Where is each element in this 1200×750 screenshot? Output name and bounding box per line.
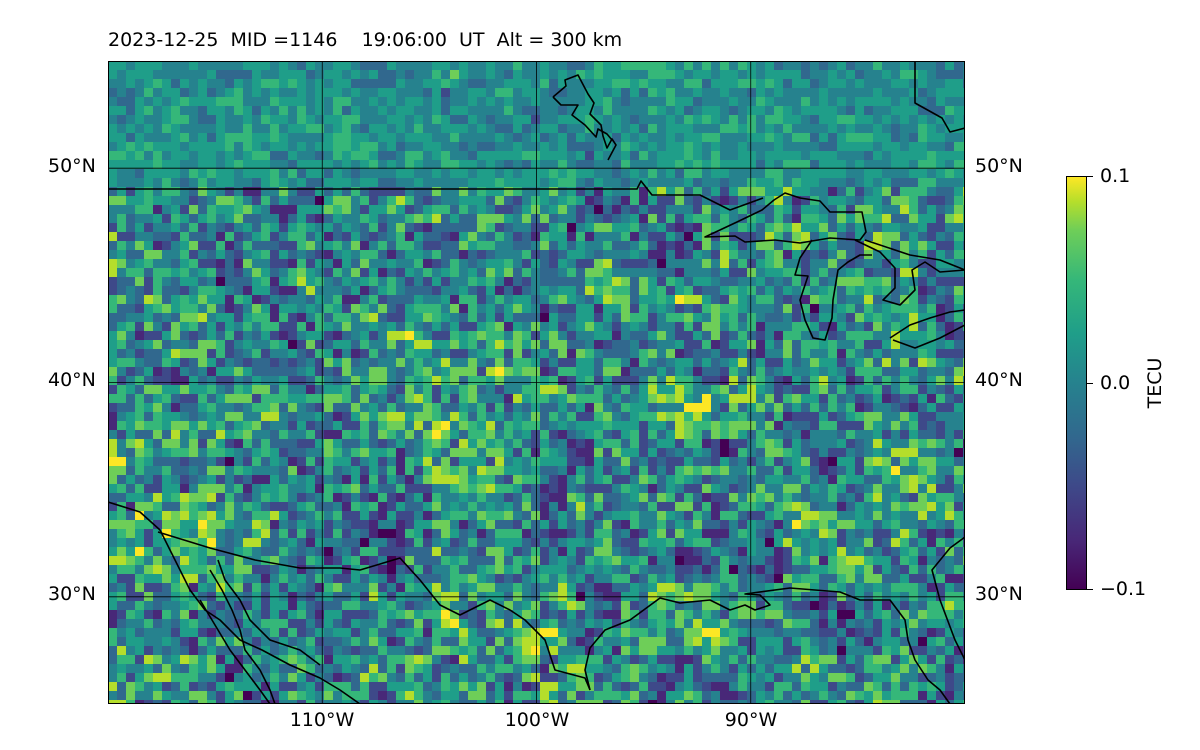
baja-east-coast <box>209 569 276 704</box>
lake-michigan <box>794 239 872 341</box>
coastlines-borders <box>108 61 965 704</box>
lat-label-40-right: 40°N <box>975 369 1023 391</box>
tec-pixel-grid <box>108 61 965 704</box>
lake-erie <box>889 309 965 339</box>
lake-huron <box>854 239 965 306</box>
us-mexico-border <box>157 531 591 691</box>
hudson-bay-coast-inner <box>552 96 613 141</box>
lon-label-110w: 110°W <box>289 709 355 731</box>
baja-west-coast <box>199 599 271 704</box>
colorbar-label-max: 0.1 <box>1100 165 1131 187</box>
colorbar-tick-max <box>1087 176 1093 177</box>
lat-label-50-right: 50°N <box>975 155 1023 177</box>
pacific-coast <box>108 501 361 704</box>
gulf-coast <box>584 587 951 704</box>
colorbar-label-zero: 0.0 <box>1100 372 1131 394</box>
lake-superior <box>704 192 867 244</box>
lon-label-90w: 90°W <box>724 709 778 731</box>
gulf-of-california <box>217 559 321 666</box>
colorbar-gradient <box>1067 177 1086 589</box>
florida-coast <box>931 536 965 661</box>
great-lakes-outlet <box>864 239 965 271</box>
us-canada-border <box>108 180 764 211</box>
map-title: 2023-12-25 MID =1146 19:06:00 UT Alt = 3… <box>108 29 623 51</box>
lat-label-30-right: 30°N <box>975 583 1023 605</box>
lon-label-100w: 100°W <box>504 709 570 731</box>
colorbar-tick-min <box>1087 589 1093 590</box>
lake-erie-south <box>892 324 965 349</box>
colorbar <box>1066 176 1087 590</box>
lat-label-40-left: 40°N <box>48 369 96 391</box>
lat-label-50-left: 50°N <box>48 155 96 177</box>
graticule <box>108 61 965 704</box>
colorbar-tick-zero <box>1087 383 1093 384</box>
colorbar-label-min: −0.1 <box>1100 578 1147 600</box>
lat-label-30-left: 30°N <box>48 583 96 605</box>
quebec-coast <box>914 61 965 133</box>
colorbar-title: TECU <box>1144 357 1166 409</box>
